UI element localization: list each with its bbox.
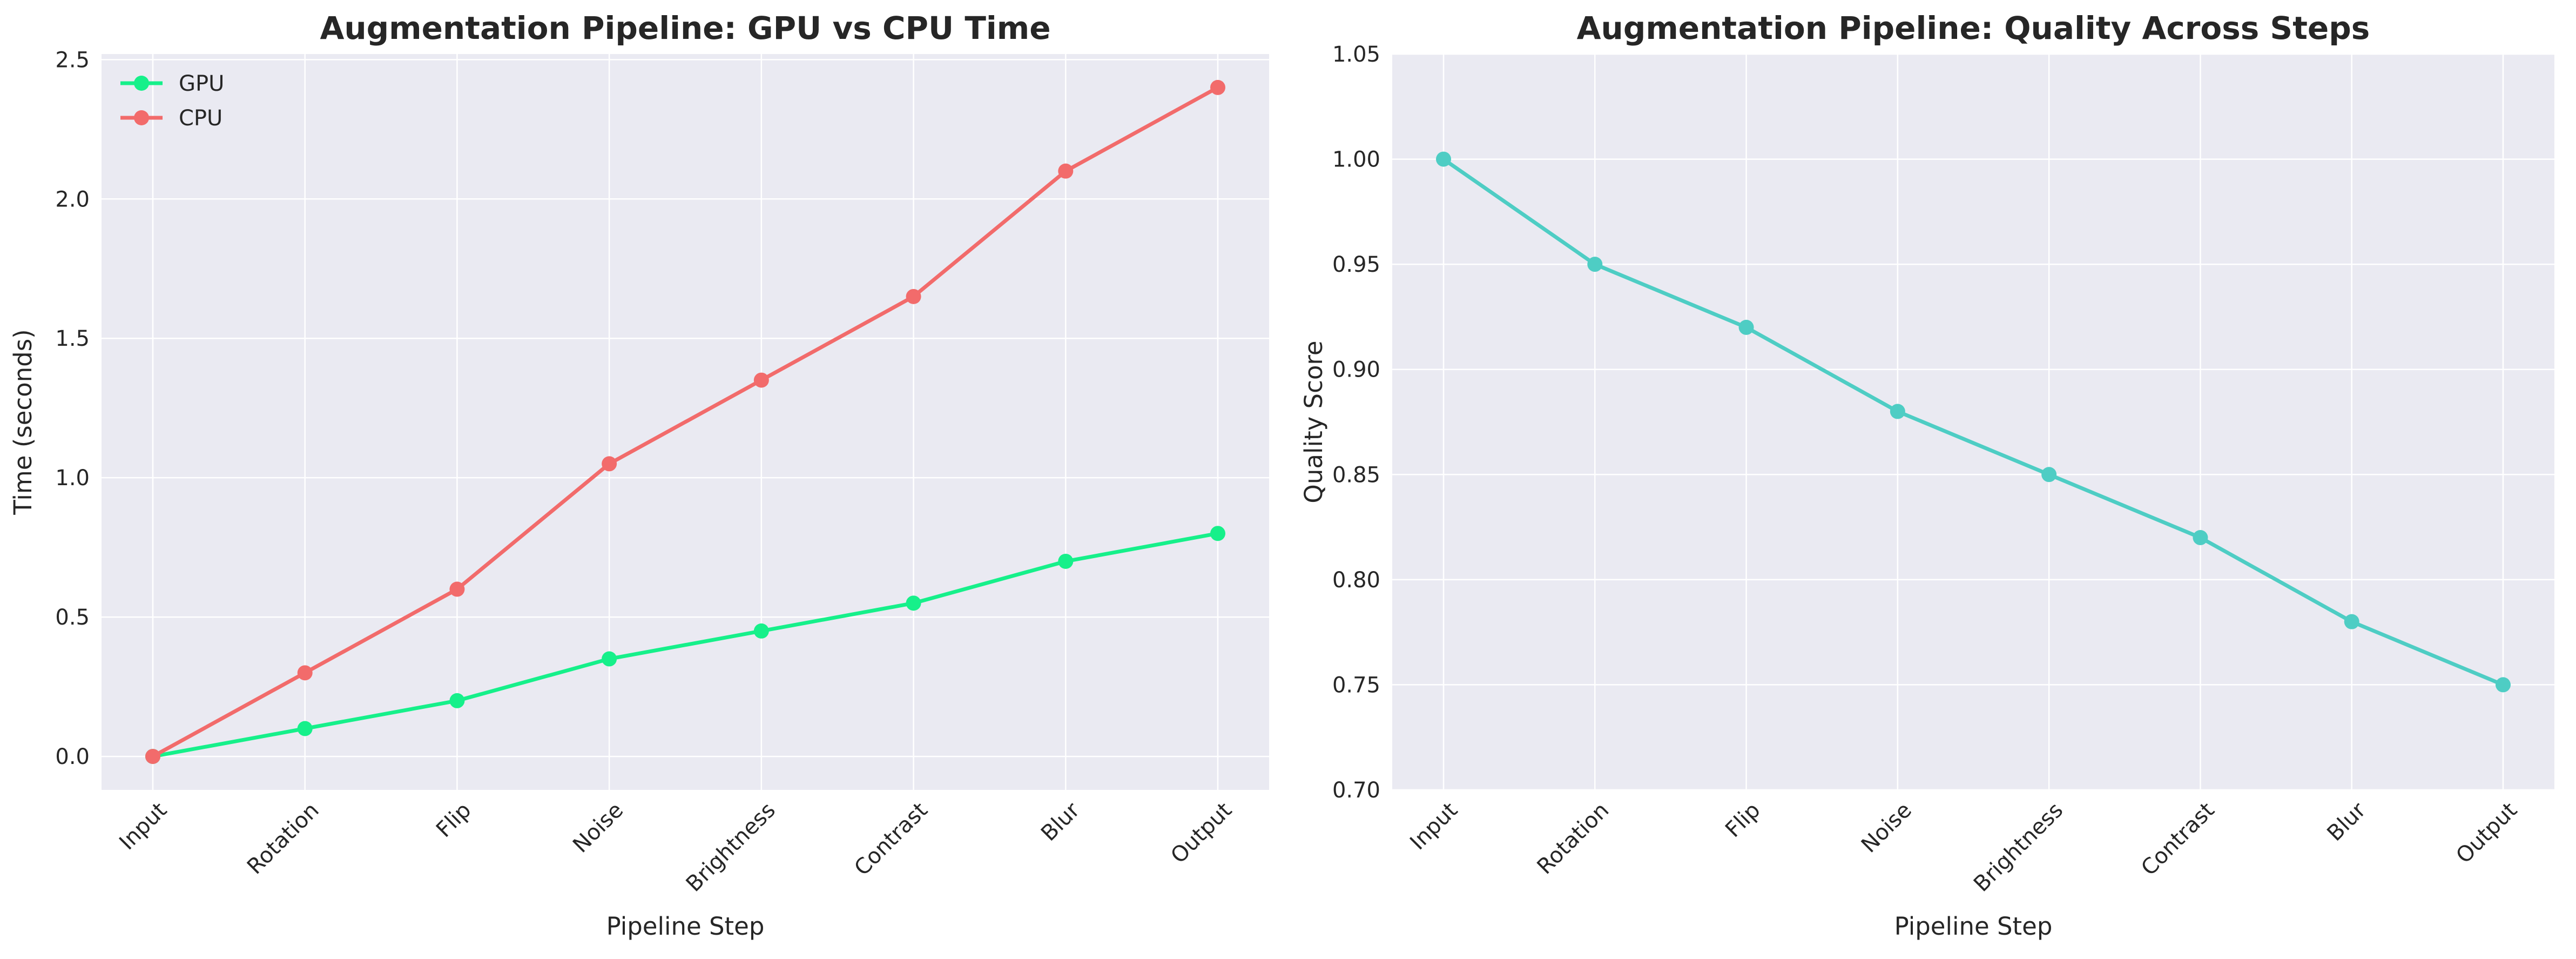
data-points xyxy=(1436,151,2511,693)
data-point xyxy=(2344,614,2359,629)
legend-marker xyxy=(134,110,149,125)
series-lines xyxy=(151,85,1220,759)
y-tick-label: 0.95 xyxy=(1332,252,1380,277)
data-points xyxy=(145,79,1225,764)
series-line xyxy=(151,85,1220,759)
data-point xyxy=(2041,467,2057,482)
grid xyxy=(1392,53,2554,791)
data-point xyxy=(753,623,769,639)
data-point xyxy=(753,372,769,388)
y-tick-label: 0.80 xyxy=(1332,568,1380,593)
data-point xyxy=(1436,151,1451,167)
series-line xyxy=(1441,157,2505,687)
y-tick-label: 0.5 xyxy=(55,605,90,630)
data-point xyxy=(2193,530,2208,546)
y-tick-labels: 0.70 0.75 0.80 0.85 0.90 0.95 1.00 1.05 xyxy=(1332,42,1380,803)
x-axis-label: Pipeline Step xyxy=(1894,912,2053,941)
y-tick-label: 0.75 xyxy=(1332,673,1380,698)
data-point xyxy=(906,289,921,304)
data-point xyxy=(297,665,313,681)
data-point xyxy=(449,581,465,597)
y-tick-label: 0.0 xyxy=(55,745,90,769)
chart-title: Augmentation Pipeline: Quality Across St… xyxy=(1577,10,2370,46)
y-tick-label: 2.5 xyxy=(55,48,90,72)
time-chart: 0.00.51.01.52.02.5 Input Rotation Flip Nois… xyxy=(9,10,1269,941)
plot-area xyxy=(1392,54,2554,790)
chart-title: Augmentation Pipeline: GPU vs CPU Time xyxy=(320,10,1050,46)
legend-label: GPU xyxy=(179,71,224,96)
y-tick-labels: 0.0 0.5 1.0 1.5 2.0 2.5 xyxy=(55,48,90,769)
y-tick-label: 1.5 xyxy=(55,326,90,351)
data-point xyxy=(1738,319,1754,335)
y-axis-label: Time (seconds) xyxy=(9,329,37,515)
y-tick-label: 1.05 xyxy=(1332,42,1380,67)
y-axis-label: Quality Score xyxy=(1299,340,1328,503)
data-point xyxy=(602,456,617,472)
data-point xyxy=(449,693,465,708)
y-tick-label: 0.85 xyxy=(1332,462,1380,487)
data-point xyxy=(297,721,313,736)
series-line xyxy=(151,531,1220,759)
data-point xyxy=(1210,526,1225,541)
data-point xyxy=(1890,404,1905,419)
legend: GPU CPU xyxy=(120,71,224,131)
data-point xyxy=(602,651,617,667)
y-tick-label: 1.0 xyxy=(55,466,90,491)
legend-marker xyxy=(134,76,149,91)
y-tick-label: 1.00 xyxy=(1332,147,1380,172)
data-point xyxy=(1058,163,1074,179)
x-axis-label: Pipeline Step xyxy=(606,912,765,941)
data-point xyxy=(1587,257,1603,272)
series-lines xyxy=(1441,157,2505,687)
y-tick-label: 2.0 xyxy=(55,187,90,212)
y-tick-label: 0.90 xyxy=(1332,358,1380,383)
data-point xyxy=(1210,79,1225,95)
data-point xyxy=(145,749,160,764)
data-point xyxy=(2496,677,2511,693)
data-point xyxy=(1058,553,1074,569)
y-tick-label: 0.70 xyxy=(1332,778,1380,803)
data-point xyxy=(906,595,921,611)
legend-label: CPU xyxy=(179,106,222,131)
